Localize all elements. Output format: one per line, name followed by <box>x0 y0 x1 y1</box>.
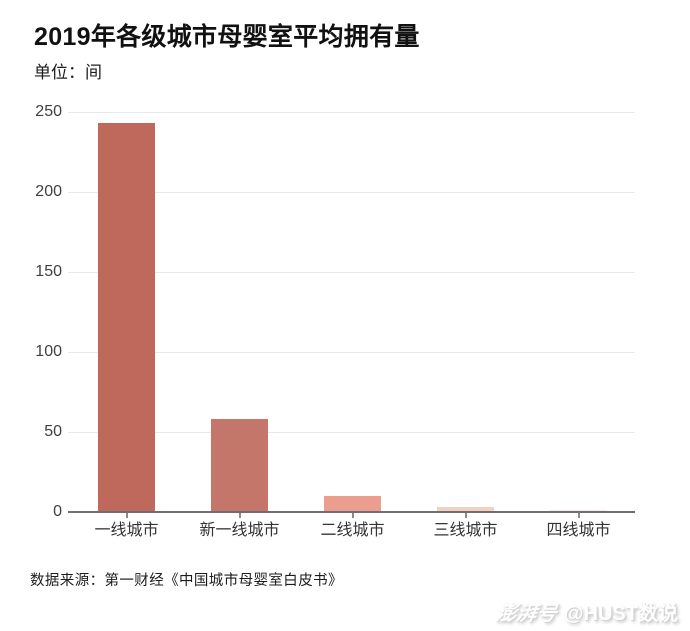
y-tick-label-200: 200 <box>35 183 62 200</box>
x-label-三线城市: 三线城市 <box>433 522 498 539</box>
y-tick-label-50: 50 <box>44 423 62 440</box>
y-tick-label-100: 100 <box>35 343 62 360</box>
gridline-250 <box>68 112 635 113</box>
bar-三线城市 <box>437 507 494 512</box>
x-tick-新一线城市 <box>238 513 241 518</box>
gridline-50 <box>68 432 635 433</box>
x-label-一线城市: 一线城市 <box>94 522 159 539</box>
pengpai-logo-icon: 澎湃号 <box>494 603 559 625</box>
gridline-100 <box>68 352 635 353</box>
x-label-四线城市: 四线城市 <box>546 522 611 539</box>
source-note: 数据来源：第一财经《中国城市母婴室白皮书》 <box>30 573 343 589</box>
watermark: 澎湃号 @HUST数说 <box>494 597 678 626</box>
y-tick-label-150: 150 <box>35 263 62 280</box>
y-tick-label-0: 0 <box>53 503 62 520</box>
x-tick-四线城市 <box>577 513 580 518</box>
x-label-新一线城市: 新一线城市 <box>199 522 280 539</box>
gridline-200 <box>68 192 635 193</box>
chart-title: 2019年各级城市母婴室平均拥有量 <box>34 23 420 51</box>
watermark-handle: @HUST数说 <box>564 603 678 625</box>
gridline-150 <box>68 272 635 273</box>
bar-二线城市 <box>324 496 381 512</box>
bar-一线城市 <box>98 123 155 512</box>
x-tick-三线城市 <box>464 513 467 518</box>
x-tick-二线城市 <box>351 513 354 518</box>
bar-新一线城市 <box>211 419 268 512</box>
x-label-二线城市: 二线城市 <box>320 522 385 539</box>
y-tick-label-250: 250 <box>35 103 62 120</box>
unit-label: 单位：间 <box>34 63 102 82</box>
x-tick-一线城市 <box>125 513 128 518</box>
x-axis-line <box>68 511 635 513</box>
